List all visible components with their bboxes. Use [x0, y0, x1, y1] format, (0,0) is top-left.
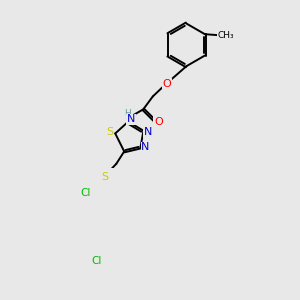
Text: S: S [106, 127, 114, 137]
Text: CH₃: CH₃ [218, 31, 235, 40]
Text: Cl: Cl [92, 256, 102, 266]
Text: N: N [141, 142, 150, 152]
Text: Cl: Cl [80, 188, 91, 197]
Text: O: O [154, 117, 163, 127]
Text: N: N [127, 114, 135, 124]
Text: N: N [144, 127, 152, 137]
Text: O: O [162, 79, 171, 88]
Text: H: H [124, 109, 130, 118]
Text: S: S [101, 172, 108, 182]
